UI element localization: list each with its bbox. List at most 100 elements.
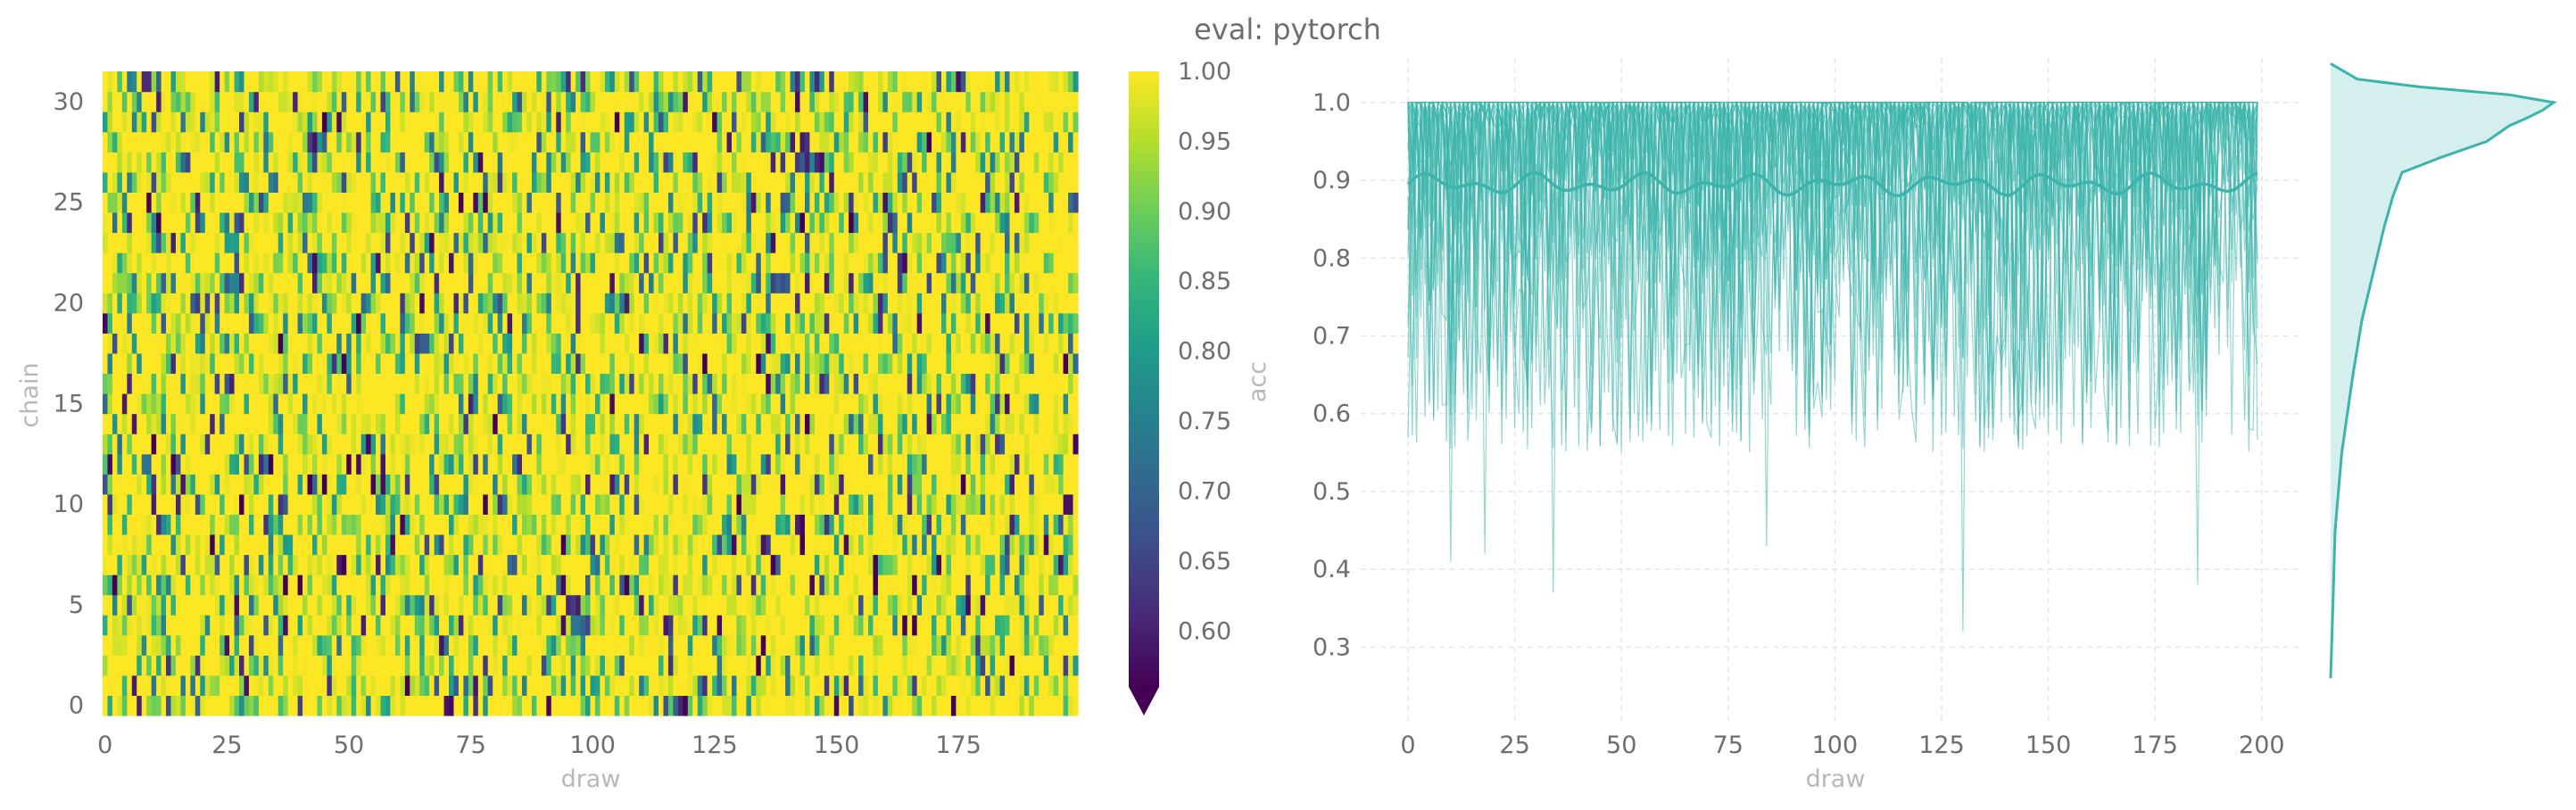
heatmap-cell <box>195 393 201 415</box>
heatmap-cell <box>702 634 708 656</box>
heatmap-cell <box>268 554 274 575</box>
heatmap-cell <box>736 373 742 394</box>
heatmap-cell <box>185 393 191 415</box>
heatmap-cell <box>512 272 518 293</box>
heatmap-cell <box>195 615 201 636</box>
heatmap-cell <box>424 393 430 415</box>
heatmap-cell <box>649 615 655 636</box>
heatmap-cell <box>273 232 279 253</box>
heatmap-cell <box>336 252 343 274</box>
heatmap-cell <box>175 474 182 495</box>
heatmap-cell <box>468 453 474 475</box>
heatmap-cell <box>639 574 645 596</box>
heatmap-cell <box>814 634 820 656</box>
heatmap-cell <box>439 474 445 495</box>
heatmap-cell <box>351 434 357 455</box>
heatmap-cell <box>590 232 596 253</box>
heatmap-cell <box>980 514 986 535</box>
heatmap-cell <box>804 533 811 556</box>
heatmap-cell <box>1014 655 1021 676</box>
heatmap-cell <box>780 211 786 234</box>
heatmap-cell <box>907 674 913 697</box>
heatmap-cell <box>902 413 908 434</box>
heatmap-cell <box>580 634 586 656</box>
heatmap-cell <box>507 272 513 293</box>
heatmap-cell <box>151 352 157 375</box>
heatmap-cell <box>1019 293 1025 314</box>
heatmap-cell <box>590 312 596 334</box>
heatmap-cell <box>234 352 240 375</box>
heatmap-cell <box>327 211 333 234</box>
heatmap-cell <box>419 514 426 535</box>
heatmap-cell <box>707 352 713 375</box>
heatmap-cell <box>770 615 776 636</box>
heatmap-cell <box>302 434 309 455</box>
heatmap-cell <box>916 373 923 394</box>
heatmap-cell <box>1029 554 1035 575</box>
heatmap-cell <box>336 533 343 556</box>
heatmap-cell <box>785 272 791 293</box>
heatmap-cell <box>950 252 957 274</box>
heatmap-cell <box>394 554 401 575</box>
heatmap-cell <box>161 293 167 314</box>
heatmap-cell <box>146 352 153 375</box>
heatmap-cell <box>687 373 693 394</box>
heatmap-cell <box>546 272 552 293</box>
heatmap-cell <box>697 695 703 716</box>
heatmap-cell <box>131 634 137 656</box>
heatmap-cell <box>731 434 738 455</box>
heatmap-cell <box>833 655 840 676</box>
heatmap-cell <box>722 514 728 535</box>
heatmap-cell <box>390 634 396 656</box>
heatmap-cell <box>600 434 606 455</box>
heatmap-cell <box>683 594 689 616</box>
heatmap-cell <box>932 474 938 495</box>
heatmap-cell <box>600 674 606 697</box>
heatmap-cell <box>1063 333 1069 354</box>
heatmap-cell <box>946 352 952 375</box>
heatmap-cell <box>156 514 162 535</box>
heatmap-cell <box>858 434 865 455</box>
heatmap-cell <box>219 695 226 716</box>
heatmap-cell <box>824 434 830 455</box>
heatmap-cell <box>873 373 879 394</box>
heatmap-cell <box>1014 211 1021 234</box>
heatmap-cell <box>268 252 274 274</box>
heatmap-cell <box>985 634 991 656</box>
heatmap-cell <box>736 493 742 515</box>
heatmap-cell <box>863 252 869 274</box>
heatmap-cell <box>346 554 352 575</box>
heatmap-cell <box>1033 333 1040 354</box>
heatmap-cell <box>570 413 576 434</box>
heatmap-cell <box>922 453 928 475</box>
heatmap-cell <box>897 373 903 394</box>
heatmap-cell <box>273 293 279 314</box>
heatmap-cell <box>877 453 883 475</box>
heatmap-cell <box>473 594 479 616</box>
heatmap-cell <box>414 594 420 616</box>
heatmap-cell <box>756 574 762 596</box>
heatmap-cell <box>576 695 582 716</box>
heatmap-cell <box>1029 272 1035 293</box>
heatmap-cell <box>477 493 484 515</box>
heatmap-cell <box>463 674 469 697</box>
heatmap-cell <box>980 493 986 515</box>
heatmap-cell <box>161 574 167 596</box>
heatmap-cell <box>297 655 303 676</box>
heatmap-cell <box>219 232 226 253</box>
heatmap-cell <box>414 533 420 556</box>
heatmap-cell <box>702 533 708 556</box>
heatmap-cell <box>629 554 635 575</box>
heatmap-cell <box>770 272 776 293</box>
heatmap-cell <box>200 514 206 535</box>
heatmap-cell <box>1073 574 1079 596</box>
heatmap-cell <box>687 352 693 375</box>
heatmap-cell <box>394 434 401 455</box>
heatmap-cell <box>463 373 469 394</box>
heatmap-cell <box>790 655 796 676</box>
heatmap-cell <box>1039 352 1045 375</box>
heatmap-cell <box>185 634 191 656</box>
heatmap-cell <box>843 333 849 354</box>
heatmap-cell <box>731 655 738 676</box>
heatmap-cell <box>185 373 191 394</box>
